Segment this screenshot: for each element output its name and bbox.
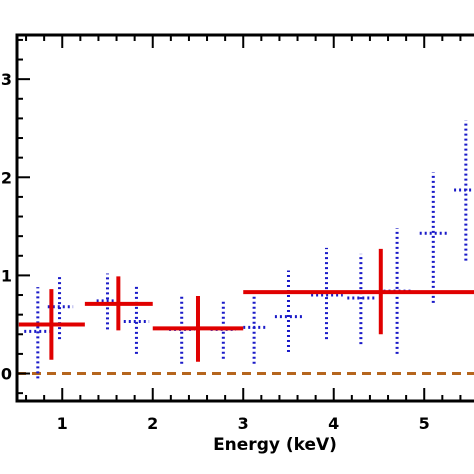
data-layer [17, 120, 474, 379]
x-tick-label: 5 [419, 414, 430, 433]
y-tick-label: 3 [1, 70, 12, 89]
data-point-2 [84, 276, 153, 331]
y-tick-label: 0 [1, 365, 12, 384]
y-tick-label: 1 [1, 266, 12, 285]
data-point-1 [18, 289, 85, 360]
model-point-13 [454, 120, 474, 261]
model-point-11 [383, 228, 411, 354]
data-point-3 [152, 296, 244, 362]
x-tick-label: 2 [147, 414, 158, 433]
model-point-4 [123, 285, 150, 354]
model-point-8 [274, 270, 303, 352]
model-point-12 [419, 172, 447, 303]
y-tick-label: 2 [1, 168, 12, 187]
axis-labels: 1 2 3 4 5 0 1 2 3 [1, 70, 430, 433]
model-point-3 [96, 273, 119, 330]
model-point-10 [347, 253, 375, 345]
axis-ticks [17, 35, 462, 401]
plot-frame [15, 33, 474, 403]
x-tick-label: 1 [57, 414, 68, 433]
data-point-4 [243, 248, 474, 335]
model-point-2 [47, 275, 74, 340]
model-point-7 [243, 290, 266, 364]
model-point-1 [24, 287, 52, 379]
x-tick-label: 4 [328, 414, 339, 433]
x-tick-label: 3 [238, 414, 249, 433]
x-axis-label: Energy (keV) [213, 435, 337, 455]
